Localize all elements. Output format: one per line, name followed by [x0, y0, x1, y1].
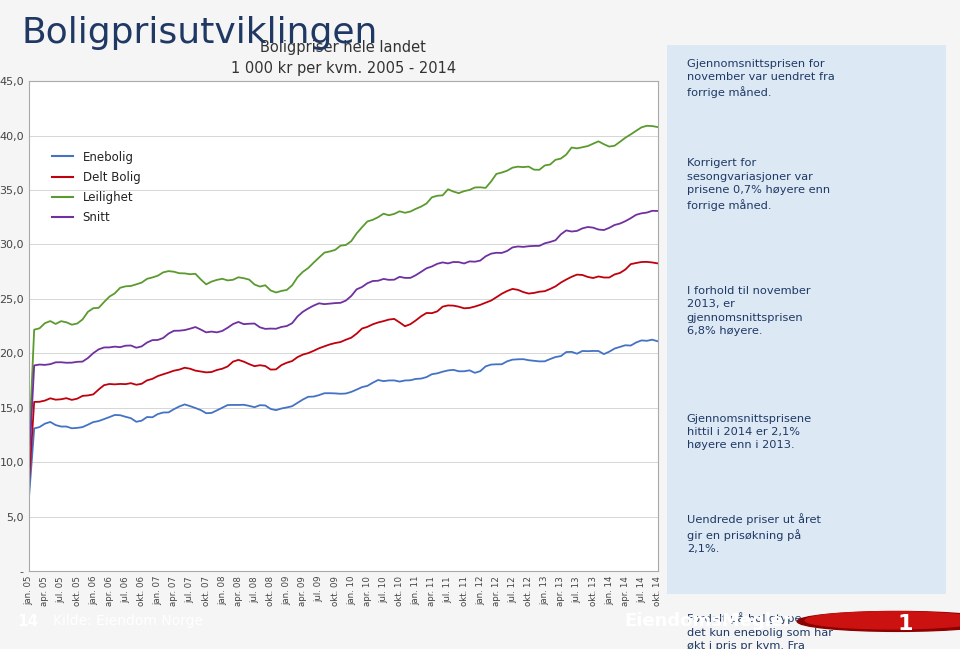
- Line: Leilighet: Leilighet: [29, 126, 658, 452]
- Line: Enebolig: Enebolig: [29, 339, 658, 500]
- Enebolig: [646, 336, 658, 343]
- Leilighet: [507, 164, 518, 171]
- Enebolig: [507, 356, 518, 363]
- Text: 1: 1: [898, 614, 913, 634]
- Text: Gjennomsnittsprisene
hittil i 2014 er 2,1%
høyere enn i 2013.: Gjennomsnittsprisene hittil i 2014 er 2,…: [686, 414, 812, 450]
- Text: Boligprisutviklingen: Boligprisutviklingen: [21, 16, 377, 50]
- Text: Gjennomsnittsprisen for
november var uendret fra
forrige måned.: Gjennomsnittsprisen for november var uen…: [686, 59, 834, 98]
- Text: Uendrede priser ut året
gir en prisøkning på
2,1%.: Uendrede priser ut året gir en prisøknin…: [686, 513, 821, 554]
- Text: Fordelt på boligtype, er
det kun enebolig som har
økt i pris pr kvm. Fra
okt’14 : Fordelt på boligtype, er det kun eneboli…: [686, 613, 832, 649]
- Enebolig: [238, 401, 250, 409]
- Text: I forhold til november
2013, er
gjennomsnittsprisen
6,8% høyere.: I forhold til november 2013, er gjennoms…: [686, 286, 810, 336]
- Enebolig: [458, 367, 469, 375]
- Title: Boligpriser hele landet
1 000 kr per kvm. 2005 - 2014: Boligpriser hele landet 1 000 kr per kvm…: [230, 40, 456, 76]
- Text: EiendomsMegler: EiendomsMegler: [624, 613, 792, 630]
- Enebolig: [152, 410, 163, 418]
- Leilighet: [652, 123, 663, 131]
- Snitt: [152, 336, 163, 344]
- Delt Bolig: [517, 288, 529, 296]
- Ellipse shape: [805, 612, 960, 629]
- Snitt: [93, 345, 105, 353]
- Delt Bolig: [652, 260, 663, 267]
- Enebolig: [652, 337, 663, 345]
- Delt Bolig: [507, 285, 518, 293]
- Leilighet: [641, 122, 653, 130]
- Leilighet: [458, 187, 469, 195]
- Snitt: [23, 465, 35, 472]
- Leilighet: [517, 164, 529, 171]
- Snitt: [238, 320, 250, 328]
- Snitt: [507, 243, 518, 251]
- Snitt: [646, 207, 658, 215]
- Delt Bolig: [641, 258, 653, 266]
- Enebolig: [93, 417, 105, 425]
- Legend: Enebolig, Delt Bolig, Leilighet, Snitt: Enebolig, Delt Bolig, Leilighet, Snitt: [47, 146, 145, 228]
- Delt Bolig: [23, 482, 35, 490]
- Leilighet: [152, 272, 163, 280]
- Text: Kilde: Eiendom Norge: Kilde: Eiendom Norge: [53, 615, 203, 628]
- Leilighet: [238, 275, 250, 282]
- Leilighet: [23, 448, 35, 456]
- Ellipse shape: [797, 611, 960, 631]
- Leilighet: [93, 304, 105, 312]
- Delt Bolig: [152, 372, 163, 380]
- Line: Snitt: Snitt: [29, 211, 658, 469]
- Enebolig: [23, 496, 35, 504]
- Text: 14: 14: [17, 614, 38, 629]
- Delt Bolig: [458, 304, 469, 312]
- Line: Delt Bolig: Delt Bolig: [29, 262, 658, 486]
- Snitt: [517, 243, 529, 251]
- Snitt: [652, 207, 663, 215]
- Delt Bolig: [93, 386, 105, 393]
- Enebolig: [517, 355, 529, 363]
- Delt Bolig: [238, 358, 250, 365]
- Text: Korrigert for
sesongvariasjoner var
prisene 0,7% høyere enn
forrige måned.: Korrigert for sesongvariasjoner var pris…: [686, 158, 829, 211]
- Snitt: [458, 260, 469, 267]
